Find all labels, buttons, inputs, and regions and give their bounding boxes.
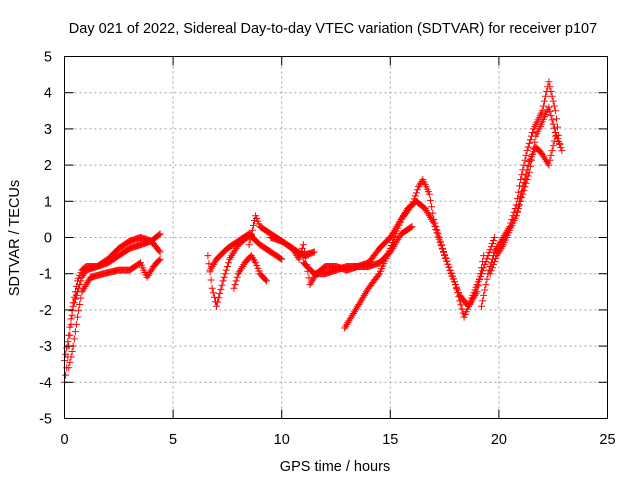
y-axis-label: SDTVAR / TECUs <box>7 180 23 296</box>
y-tick-label: -4 <box>39 375 52 391</box>
series-point-markers <box>486 103 566 278</box>
y-tick-label: 4 <box>44 86 52 102</box>
y-tick-labels: -5 -4 -3 -2 -1 0 1 2 3 4 5 <box>39 50 52 428</box>
chart-title: Day 021 of 2022, Sidereal Day-to-day VTE… <box>69 21 597 37</box>
series-track-m <box>486 103 566 278</box>
series-track-n <box>512 132 559 220</box>
series-point-markers <box>512 132 559 220</box>
series-point-markers <box>230 252 270 292</box>
y-tick-label: 5 <box>44 50 52 66</box>
y-tick-label: 2 <box>44 158 52 174</box>
x-tick-labels: 0 5 10 15 20 25 <box>60 432 615 448</box>
x-tick-label: 5 <box>169 432 177 448</box>
x-tick-label: 0 <box>60 432 68 448</box>
series-point-markers <box>299 234 394 278</box>
grid-lines <box>64 56 608 419</box>
data-points <box>61 78 566 386</box>
series-track-f <box>230 252 270 292</box>
series-track-i <box>299 234 394 278</box>
series-track-c <box>65 255 164 372</box>
axis-ticks <box>64 56 608 419</box>
series-point-markers <box>386 197 499 321</box>
y-tick-label: 1 <box>44 194 52 210</box>
x-tick-label: 10 <box>274 432 290 448</box>
y-tick-label: -3 <box>39 339 52 355</box>
x-tick-label: 20 <box>491 432 507 448</box>
series-track-k <box>386 197 499 321</box>
series-point-markers <box>65 255 164 372</box>
x-axis-label: GPS time / hours <box>280 459 390 475</box>
y-tick-label: 3 <box>44 122 52 138</box>
y-tick-label: -2 <box>39 303 52 319</box>
x-tick-label: 15 <box>382 432 398 448</box>
y-tick-label: 0 <box>44 231 52 247</box>
y-tick-label: -5 <box>39 412 52 428</box>
y-tick-label: -1 <box>39 267 52 283</box>
x-tick-label: 25 <box>599 432 615 448</box>
